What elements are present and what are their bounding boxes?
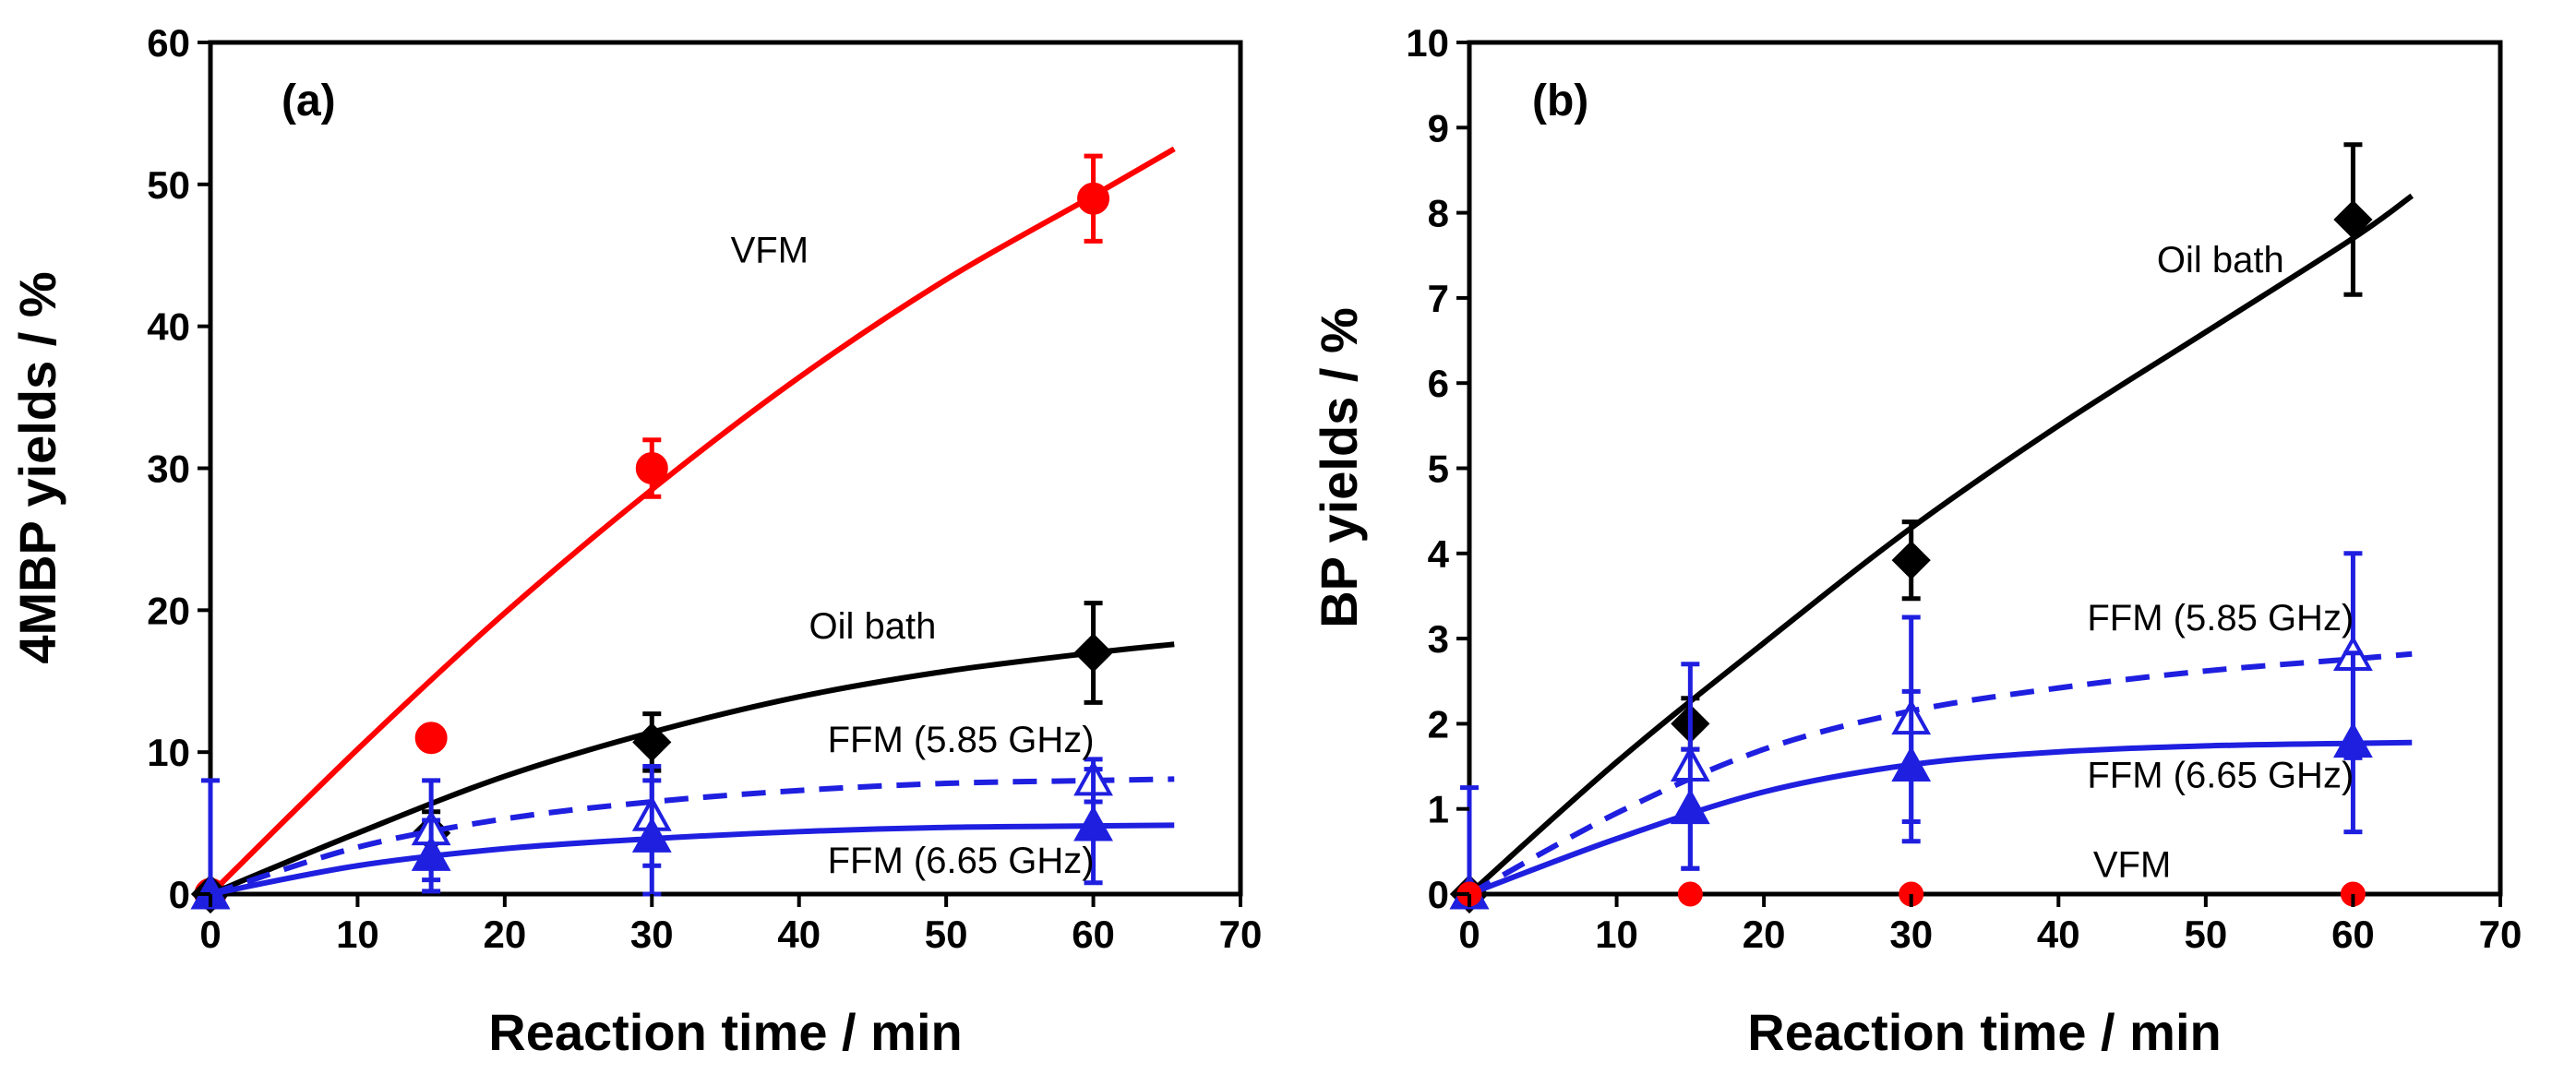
annotation-layer: VFM Oil bath FFM (5.85 GHz) FFM (6.65 GHz) [731, 230, 1095, 880]
y-tick-label: 1 [1428, 788, 1449, 831]
panel-label: (a) [282, 77, 336, 125]
vfm-point [635, 452, 668, 484]
plot-frame [208, 40, 1243, 897]
y-tick-label: 9 [1428, 106, 1449, 149]
oil-bath-fit-line [1467, 193, 2414, 897]
axis-layer: 0 10 20 30 40 50 60 70 0 10 20 30 40 50 60 [147, 21, 1262, 956]
oil-bath-point [2333, 199, 2373, 240]
curve-label-ffm-6-65-ghz: FFM (6.65 GHz) [828, 841, 1095, 881]
oil-bath-fit-line [209, 641, 1175, 897]
y-tick-label: 2 [1428, 702, 1449, 746]
y-axis-title: BP yields / % [1310, 307, 1368, 628]
series-layer [1449, 142, 2414, 914]
axis-layer: 0 10 20 30 40 50 60 70 0 1 2 3 4 5 6 7 8 9 10 [1406, 21, 2522, 956]
y-tick-label: 40 [147, 305, 190, 349]
x-tick-label: 10 [336, 913, 379, 956]
curve-label-oil-bath: Oil bath [809, 606, 936, 647]
y-tick-label: 6 [1428, 362, 1449, 405]
y-tick-label: 60 [147, 21, 190, 65]
y-tick-label: 5 [1428, 448, 1449, 491]
x-tick-label: 40 [2037, 913, 2080, 956]
x-tick-label: 50 [925, 913, 968, 956]
x-tick-label: 70 [2479, 913, 2522, 956]
series-layer [190, 146, 1176, 914]
ffm-6-65-ghz-fit-line [210, 822, 1175, 897]
x-tick-label: 10 [1595, 913, 1638, 956]
x-tick-label: 20 [483, 913, 526, 956]
x-axis-title: Reaction time / min [1747, 1003, 2221, 1061]
curve-label-ffm-5-85-ghz: FFM (5.85 GHz) [2087, 598, 2354, 638]
series-vfm [194, 146, 1176, 911]
annotation-layer: Oil bath FFM (5.85 GHz) FFM (6.65 GHz) VFM [2087, 240, 2354, 885]
x-tick-label: 0 [1458, 913, 1480, 956]
y-tick-label: 10 [147, 731, 190, 774]
y-axis-title: 4MBP yields / % [8, 271, 66, 663]
vfm-point [1677, 881, 1703, 907]
ffm-6-65-ghz-fit-line [1468, 739, 2413, 897]
x-tick-label: 60 [2331, 913, 2375, 956]
panel-a: 0 10 20 30 40 50 60 70 0 10 20 30 40 50 60 (a) Reactio… [8, 21, 1262, 1061]
ffm-6-65-ghz-point [1073, 806, 1113, 841]
ffm-6-65-ghz-point [1891, 746, 1932, 782]
vfm-point [1077, 182, 1110, 215]
x-tick-label: 0 [199, 913, 221, 956]
ffm-6-65-ghz-point [631, 817, 672, 853]
x-axis-title: Reaction time / min [488, 1003, 962, 1061]
x-tick-label: 30 [1889, 913, 1933, 956]
ffm-6-65-ghz-point [411, 835, 451, 871]
oil-bath-point [632, 722, 672, 762]
curve-label-ffm-5-85-ghz: FFM (5.85 GHz) [828, 720, 1095, 760]
oil-bath-point [1891, 541, 1931, 580]
x-tick-label: 40 [777, 913, 821, 956]
y-tick-label: 7 [1428, 277, 1449, 320]
curve-label-vfm: VFM [2093, 845, 2171, 886]
series-ffm-5-85-ghz [190, 757, 1175, 910]
ffm-5-85-ghz-fit-line [210, 776, 1175, 897]
series-ffm-6-65-ghz [190, 767, 1175, 910]
curve-label-oil-bath: Oil bath [2157, 240, 2284, 280]
x-tick-label: 60 [1072, 913, 1115, 956]
curve-label-ffm-6-65-ghz: FFM (6.65 GHz) [2087, 756, 2354, 796]
y-tick-label: 0 [1428, 873, 1449, 916]
ffm-6-65-ghz-point [1670, 788, 1710, 825]
curve-label-vfm: VFM [731, 230, 809, 270]
y-tick-label: 0 [169, 873, 190, 916]
x-tick-label: 20 [1743, 913, 1786, 956]
y-tick-label: 3 [1428, 617, 1449, 661]
x-tick-label: 70 [1219, 913, 1263, 956]
x-tick-label: 50 [2184, 913, 2227, 956]
y-tick-label: 50 [147, 163, 190, 207]
ffm-6-65-ghz-point [2333, 722, 2373, 758]
x-tick-label: 30 [630, 913, 674, 956]
y-tick-label: 8 [1428, 192, 1449, 235]
vfm-fit-line [208, 146, 1176, 897]
vfm-point [414, 722, 448, 755]
y-tick-label: 10 [1406, 21, 1449, 65]
panel-b: 0 10 20 30 40 50 60 70 0 1 2 3 4 5 6 7 8 9 10 (b) Reaction… [1310, 21, 2522, 1061]
oil-bath-point [1073, 633, 1113, 673]
y-tick-label: 4 [1428, 532, 1450, 576]
panel-label: (b) [1532, 77, 1588, 125]
y-tick-label: 30 [147, 448, 190, 491]
ffm-5-85-ghz-fit-line [1468, 650, 2413, 897]
y-tick-label: 20 [147, 589, 190, 632]
